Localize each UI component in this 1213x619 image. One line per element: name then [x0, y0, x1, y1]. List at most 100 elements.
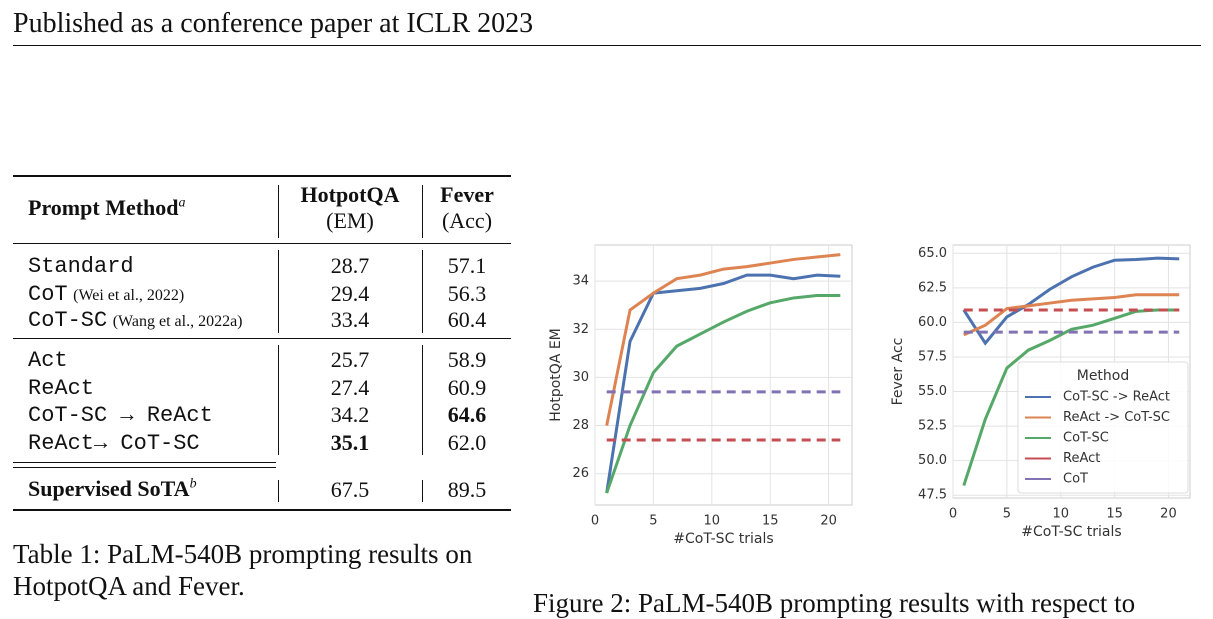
column-header: Fever [440, 182, 494, 207]
legend-label: ReAct -> CoT-SC [1063, 410, 1170, 425]
y-tick-label: 52.5 [918, 419, 947, 434]
table-rule [13, 338, 511, 339]
y-tick-label: 30 [572, 370, 589, 385]
row-label: ReAct→ CoT-SC [28, 429, 200, 456]
table-bottom-rule [13, 509, 511, 511]
legend: Method CoT-SC -> ReAct ReAct -> CoT-SC CoT-… [1017, 361, 1189, 494]
cell: 89.5 [447, 477, 487, 502]
y-tick-label: 62.5 [918, 280, 947, 295]
series-line [605, 294, 841, 494]
x-tick-label: 20 [1160, 507, 1177, 522]
y-tick-label: 65.0 [918, 246, 947, 261]
table-vrule [422, 345, 423, 455]
row-label: ReAct [28, 374, 94, 401]
series-line [962, 256, 1180, 346]
plot-area [594, 244, 853, 506]
cell: 35.1 [330, 430, 370, 455]
cell: 28.7 [330, 253, 370, 278]
legend-box [1017, 361, 1189, 494]
y-tick-label: 55.0 [918, 384, 947, 399]
y-tick-label: 28 [572, 418, 589, 433]
x-tick-label: 10 [1052, 507, 1069, 522]
table-top-rule [13, 175, 511, 177]
legend-label: ReAct [1063, 451, 1100, 466]
cell: 62.0 [447, 430, 487, 455]
row-label: CoT-SC (Wang et al., 2022a) [28, 306, 243, 333]
column-unit: (EM) [326, 208, 374, 233]
method-name: ReAct→ CoT-SC [28, 431, 200, 456]
row-label-text: Supervised SoTA [28, 476, 190, 501]
table-vrule [278, 250, 279, 333]
y-tick-label: 32 [572, 322, 589, 337]
figure-caption: Figure 2: PaLM-540B prompting results wi… [533, 588, 1136, 618]
cell: 67.5 [330, 477, 370, 502]
y-axis-label: Fever Acc [890, 338, 906, 406]
legend-label: CoT-SC -> ReAct [1063, 390, 1170, 405]
cell: 64.6 [447, 402, 487, 427]
cell: 60.4 [447, 307, 487, 332]
plot-area [952, 244, 1191, 499]
table-vrule [422, 185, 423, 238]
x-tick-label: 0 [591, 514, 599, 529]
x-tick-label: 15 [762, 514, 779, 529]
cell: 25.7 [330, 347, 370, 372]
series-line [605, 253, 841, 426]
column-unit: (Acc) [441, 208, 493, 233]
row-label: Standard [28, 252, 134, 279]
y-axis-label: HotpotQA EM [548, 328, 564, 422]
running-header: Published as a conference paper at ICLR … [13, 8, 534, 39]
cell: 57.1 [447, 253, 487, 278]
table-vrule [422, 480, 423, 502]
y-tick-label: 50.0 [918, 453, 947, 468]
legend-label: CoT [1063, 472, 1088, 487]
x-axis-label: #CoT-SC trials [1021, 524, 1121, 540]
cell: 29.4 [330, 281, 370, 306]
series-line [963, 293, 1180, 337]
x-tick-label: 5 [1003, 507, 1011, 522]
method-name: CoT-SC [28, 308, 108, 333]
citation: (Wei et al., 2022) [73, 287, 185, 304]
method-name: ReAct [28, 376, 95, 401]
x-tick-label: 0 [949, 507, 957, 522]
table-rule [13, 243, 511, 244]
cell: 56.3 [447, 281, 487, 306]
cell: 34.2 [330, 402, 370, 427]
y-tick-label: 60.0 [918, 315, 947, 330]
y-tick-label: 57.5 [918, 349, 947, 364]
x-tick-label: 5 [649, 514, 657, 529]
cell: 58.9 [447, 347, 487, 372]
series-line [605, 273, 841, 494]
column-header: Prompt Methoda [28, 195, 186, 221]
y-tick-label: 47.5 [918, 488, 947, 503]
table-vrule [278, 185, 279, 238]
citation: (Wang et al., 2022a) [112, 313, 243, 330]
x-tick-label: 15 [1106, 507, 1123, 522]
x-tick-label: 20 [820, 514, 837, 529]
header-rule [13, 45, 1201, 46]
table-rule [13, 467, 276, 468]
method-name: Act [28, 348, 68, 373]
row-label: CoT (Wei et al., 2022) [28, 280, 184, 307]
cell: 33.4 [330, 307, 370, 332]
cell: 27.4 [330, 375, 370, 400]
table-caption: Table 1: PaLM-540B prompting results on … [13, 539, 473, 601]
cell: 60.9 [447, 375, 487, 400]
method-name: CoT [28, 282, 68, 307]
column-header: HotpotQA [300, 182, 400, 207]
table-rule [13, 462, 276, 463]
legend-label: CoT-SC [1063, 431, 1109, 446]
method-name: Standard [28, 254, 134, 279]
legend-title: Method [1077, 368, 1130, 384]
table-vrule [422, 250, 423, 333]
series-line [962, 308, 1180, 487]
method-name: CoT-SC → ReAct [28, 403, 213, 428]
footnote-mark: b [189, 476, 197, 492]
x-tick-label: 10 [704, 514, 721, 529]
row-label: Supervised SoTAb [28, 476, 197, 502]
footnote-mark: a [178, 195, 186, 211]
y-tick-label: 34 [572, 274, 589, 289]
column-header-text: Prompt Method [28, 195, 179, 220]
y-tick-label: 26 [572, 466, 589, 481]
row-label: CoT-SC → ReAct [28, 401, 213, 428]
